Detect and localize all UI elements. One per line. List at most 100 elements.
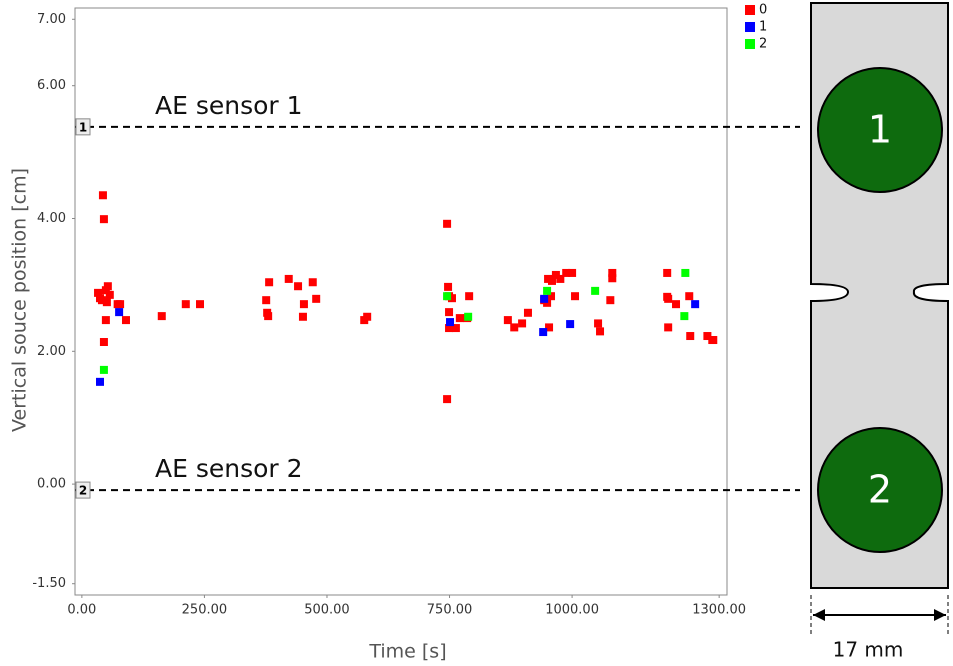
point — [443, 292, 452, 301]
point — [265, 278, 274, 287]
point — [503, 316, 512, 325]
y-tick-label: -1.50 — [32, 576, 66, 591]
point — [298, 312, 307, 321]
point — [606, 296, 615, 305]
legend-swatch — [745, 22, 755, 32]
point — [594, 319, 603, 328]
point — [664, 323, 673, 332]
point — [664, 294, 673, 303]
legend-label: 0 — [759, 3, 767, 18]
legend-label: 2 — [759, 37, 767, 52]
sensor-circle — [817, 67, 943, 193]
x-tick-label: 0.00 — [67, 603, 96, 618]
point — [510, 323, 519, 332]
x-tick-label: 500.00 — [304, 603, 350, 618]
point — [181, 300, 190, 309]
point — [444, 282, 453, 291]
point — [566, 320, 575, 329]
y-tick-label: 4.00 — [37, 211, 66, 226]
point — [568, 268, 577, 277]
sensor-circle — [817, 427, 943, 553]
point — [103, 282, 112, 291]
point — [455, 314, 464, 323]
x-tick-label: 1000.00 — [545, 603, 599, 618]
legend-swatch — [745, 5, 755, 15]
sensor-marker-label: 2 — [79, 484, 87, 498]
y-tick-label: 6.00 — [37, 78, 66, 93]
point — [596, 327, 605, 336]
point — [308, 278, 317, 287]
x-tick-label: 250.00 — [182, 603, 228, 618]
point — [539, 328, 548, 337]
width-label: 17 mm — [833, 638, 904, 662]
point — [445, 324, 454, 333]
point — [680, 312, 689, 321]
sensor-marker — [75, 481, 91, 499]
point — [608, 268, 617, 277]
point — [571, 292, 580, 301]
point — [96, 377, 105, 386]
legend-swatch — [745, 39, 755, 49]
point — [709, 336, 718, 345]
point — [97, 296, 106, 305]
point — [681, 268, 690, 277]
y-axis-title: Vertical souce position [cm] — [9, 168, 31, 432]
point — [451, 324, 460, 333]
x-tick-label: 1300.00 — [692, 603, 746, 618]
point — [196, 300, 205, 309]
y-tick-label: 0.00 — [37, 477, 66, 492]
point — [99, 338, 108, 347]
point — [562, 268, 571, 277]
sensor-label: AE sensor 2 — [155, 454, 303, 483]
point — [551, 270, 560, 279]
point — [591, 286, 600, 295]
point — [99, 365, 108, 374]
legend-label: 1 — [759, 20, 767, 35]
circle-label: 1 — [868, 108, 892, 152]
point — [545, 323, 554, 332]
point — [445, 308, 454, 317]
point — [102, 298, 111, 307]
point — [547, 292, 556, 301]
point — [299, 300, 308, 309]
point — [518, 319, 527, 328]
point — [556, 274, 565, 283]
y-tick-label: 7.00 — [37, 12, 66, 27]
point — [543, 286, 552, 295]
point — [691, 300, 700, 309]
point — [686, 332, 695, 341]
point — [116, 300, 125, 309]
point — [663, 268, 672, 277]
point — [446, 318, 455, 327]
sensor-marker-label: 1 — [79, 120, 87, 134]
sensor-label: AE sensor 1 — [155, 91, 303, 120]
point — [547, 276, 556, 285]
point — [101, 316, 110, 325]
point — [703, 332, 712, 341]
point — [443, 395, 452, 404]
point — [98, 191, 107, 200]
x-axis-title: Time [s] — [368, 641, 446, 663]
point — [608, 274, 617, 283]
point — [685, 292, 694, 301]
point — [264, 312, 273, 321]
point — [157, 312, 166, 321]
point — [443, 219, 452, 228]
point — [115, 308, 124, 317]
y-tick-label: 2.00 — [37, 344, 66, 359]
point — [447, 294, 456, 303]
point — [465, 292, 474, 301]
point — [363, 312, 372, 321]
point — [121, 316, 130, 325]
point — [540, 294, 549, 303]
circle-label: 2 — [868, 468, 892, 512]
point — [99, 215, 108, 224]
point — [105, 290, 114, 299]
point — [294, 282, 303, 291]
sensor-marker — [75, 118, 91, 136]
point — [94, 288, 103, 297]
point — [672, 300, 681, 309]
point — [464, 312, 473, 321]
point — [523, 308, 532, 317]
